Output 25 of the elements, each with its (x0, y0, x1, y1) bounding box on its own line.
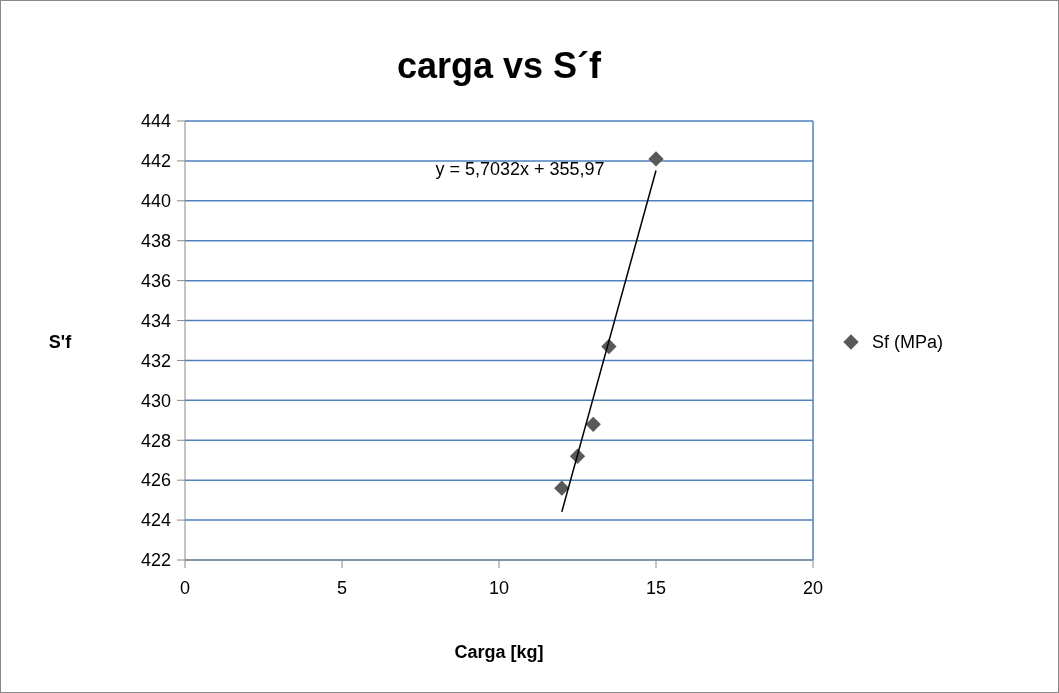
y-tick-label: 438 (140, 231, 171, 252)
y-tick-label: 432 (140, 350, 171, 371)
x-tick-label: 20 (802, 578, 824, 598)
y-axis-title: S'f (48, 332, 73, 352)
chart-title: carga vs S´f (396, 45, 603, 86)
y-tick-label: 440 (140, 191, 171, 212)
y-tick-label: 422 (140, 550, 171, 571)
y-tick-label: 426 (140, 470, 171, 491)
y-tick-label: 430 (140, 390, 171, 411)
y-tick-label: 442 (140, 151, 171, 172)
y-tick-label: 434 (140, 310, 171, 331)
annotation: y = 5,7032x + 355,97 (435, 159, 605, 179)
y-tick-label: 436 (140, 270, 171, 291)
y-tick-label: 424 (140, 510, 171, 531)
point (648, 151, 664, 167)
x-tick-label: 15 (645, 578, 667, 598)
x-tick-label: 0 (179, 578, 191, 598)
point (585, 416, 601, 432)
y-tick-label: 428 (140, 430, 171, 451)
x-tick-label: 10 (488, 578, 510, 598)
y-tick-label: 444 (140, 111, 171, 132)
legend-label: Sf (MPa) (872, 332, 944, 353)
x-axis-title: Carga [kg] (454, 642, 544, 662)
point (554, 480, 570, 496)
x-tick-label: 5 (336, 578, 348, 598)
